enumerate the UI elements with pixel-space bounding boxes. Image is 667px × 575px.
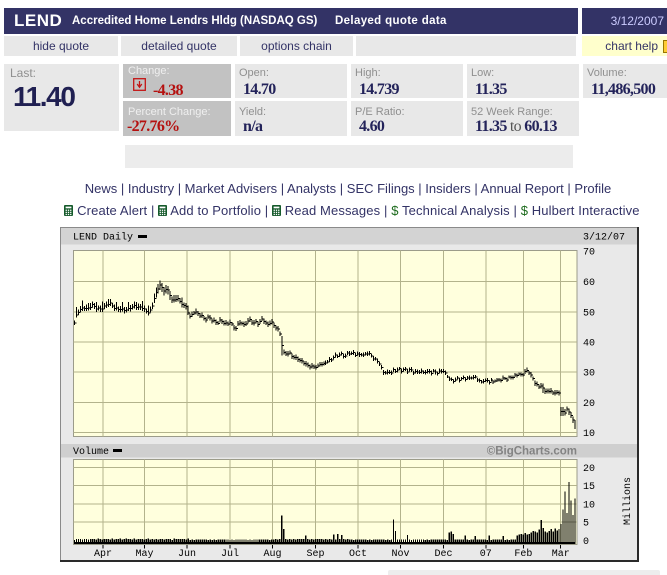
svg-text:70: 70 xyxy=(583,248,595,259)
svg-text:Mar: Mar xyxy=(552,549,570,560)
svg-text:60: 60 xyxy=(583,278,595,289)
svg-text:Aug: Aug xyxy=(263,549,281,560)
svg-text:Nov: Nov xyxy=(391,549,409,560)
svg-text:©BigCharts.com: ©BigCharts.com xyxy=(487,446,577,458)
svg-text:Sep: Sep xyxy=(306,549,324,560)
svg-text:20: 20 xyxy=(583,399,595,410)
svg-text:LEND Daily: LEND Daily xyxy=(73,232,133,244)
svg-text:0: 0 xyxy=(583,537,589,548)
svg-text:30: 30 xyxy=(583,369,595,380)
svg-text:Apr: Apr xyxy=(94,549,112,560)
svg-text:May: May xyxy=(135,549,153,560)
svg-text:20: 20 xyxy=(583,464,595,475)
svg-text:Dec: Dec xyxy=(434,549,452,560)
svg-text:Feb: Feb xyxy=(514,548,532,560)
svg-text:3/12/07: 3/12/07 xyxy=(583,232,625,244)
svg-text:10: 10 xyxy=(583,429,595,440)
svg-text:Jul: Jul xyxy=(221,548,239,560)
svg-text:10: 10 xyxy=(583,500,595,511)
svg-text:5: 5 xyxy=(583,519,589,530)
svg-text:Jun: Jun xyxy=(178,549,196,560)
svg-text:Volume: Volume xyxy=(73,446,109,458)
svg-text:40: 40 xyxy=(583,339,595,350)
svg-text:50: 50 xyxy=(583,308,595,319)
svg-text:07: 07 xyxy=(480,549,492,560)
svg-text:Millions: Millions xyxy=(622,477,634,525)
svg-text:15: 15 xyxy=(583,482,595,493)
svg-text:Oct: Oct xyxy=(349,549,367,560)
